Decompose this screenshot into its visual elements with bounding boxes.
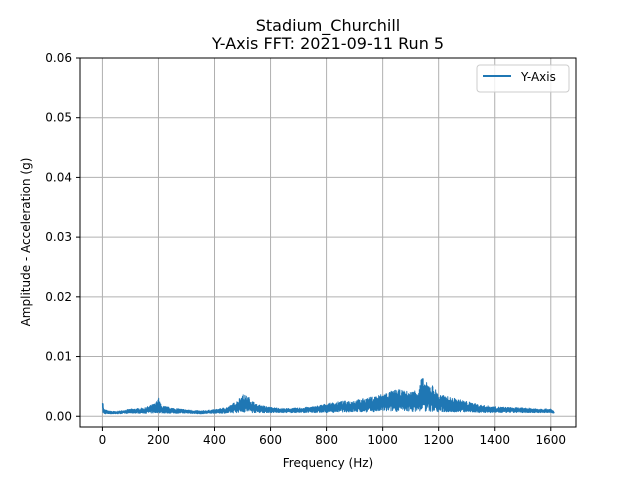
data-layer (101, 377, 555, 415)
x-axis-label: Frequency (Hz) (283, 456, 374, 470)
y-tick-label: 0.04 (45, 170, 72, 184)
y-tick-label: 0.05 (45, 111, 72, 125)
x-tick-label: 400 (203, 433, 226, 447)
plot-frame (79, 57, 577, 428)
y-tick-label: 0.03 (45, 230, 72, 244)
x-tick-label: 200 (147, 433, 170, 447)
y-ticks: 0.00 0.01 0.02 0.03 0.04 0.05 0.06 (45, 51, 80, 423)
legend-label: Y-Axis (520, 70, 556, 84)
x-ticks: 0 200 400 600 800 1000 1200 1400 1600 (99, 427, 566, 447)
y-axis-label: Amplitude - Acceleration (g) (19, 158, 33, 327)
legend-box (476, 64, 570, 93)
y-tick-label: 0.00 (45, 409, 72, 423)
x-tick-label: 1400 (479, 433, 510, 447)
legend: Y-Axis (476, 64, 570, 93)
y-tick-label: 0.02 (45, 290, 72, 304)
series-line-y-axis (101, 377, 555, 415)
chart-title: Stadium_Churchill (256, 16, 401, 36)
x-tick-label: 0 (99, 433, 107, 447)
x-tick-label: 600 (259, 433, 282, 447)
x-tick-label: 800 (315, 433, 338, 447)
x-tick-label: 1200 (423, 433, 454, 447)
x-tick-label: 1600 (536, 433, 567, 447)
x-tick-label: 1000 (367, 433, 398, 447)
y-tick-label: 0.06 (45, 51, 72, 65)
y-tick-label: 0.01 (45, 350, 72, 364)
chart-subtitle: Y-Axis FFT: 2021-09-11 Run 5 (211, 34, 444, 53)
grid (80, 57, 576, 427)
